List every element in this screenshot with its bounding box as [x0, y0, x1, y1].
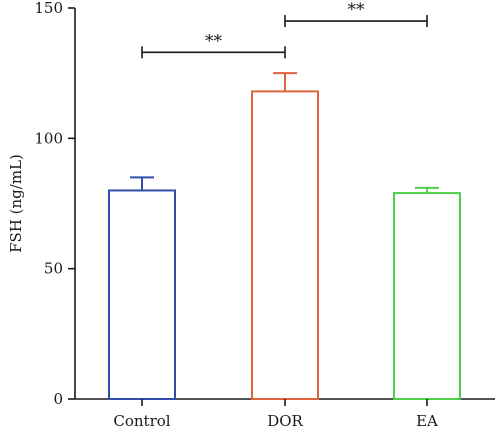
- significance-bracket-1: **: [141, 31, 286, 59]
- y-tick-label: 100: [34, 129, 63, 147]
- bar-dor: [251, 90, 319, 400]
- bar-control: [108, 189, 176, 400]
- x-tick-label-control: Control: [113, 412, 170, 430]
- x-tick-label-ea: EA: [416, 412, 438, 430]
- significance-bracket-2: **: [284, 0, 428, 28]
- bar-ea: [393, 192, 461, 400]
- y-tick-label: 150: [34, 0, 63, 17]
- y-tick-label: 0: [53, 390, 63, 408]
- y-tick-label: 50: [44, 260, 63, 278]
- y-axis-title: FSH (ng/mL): [7, 154, 25, 253]
- significance-label: **: [205, 31, 223, 51]
- x-tick-label-dor: DOR: [267, 412, 303, 430]
- significance-label: **: [348, 0, 366, 20]
- plot-area: 0 50 100 150 FSH (ng/mL) Control DOR EA ** **: [7, 0, 495, 430]
